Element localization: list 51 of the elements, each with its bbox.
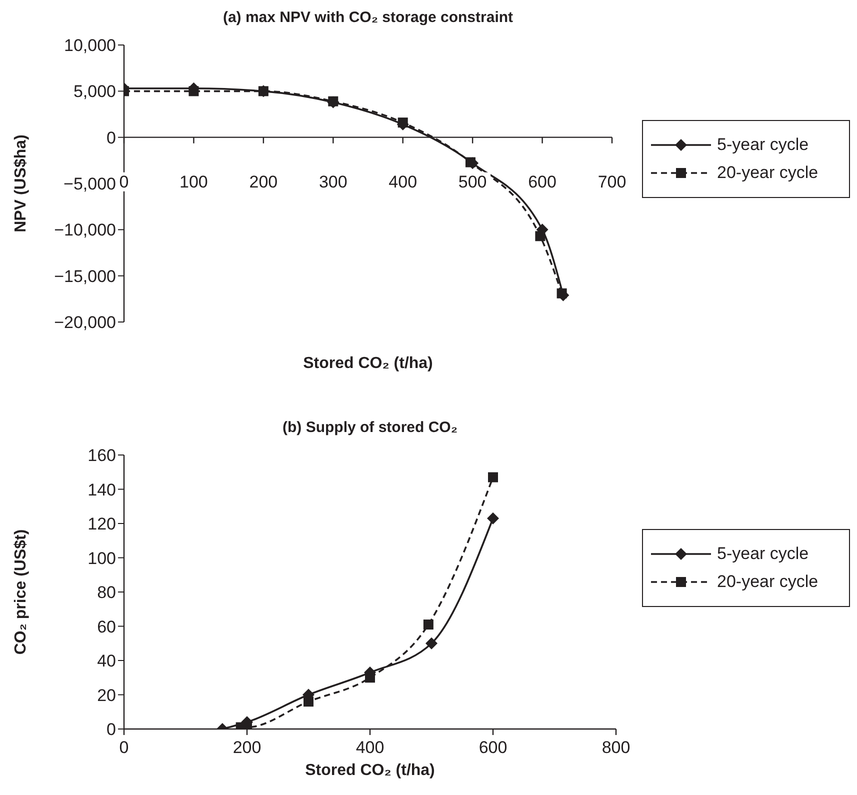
y-tick-label: 160 [88,446,116,466]
x-axis-title: Stored CO₂ (t/ha) [303,355,433,372]
y-tick-label: 5,000 [73,82,116,102]
x-tick-label: 400 [356,738,384,757]
y-tick-label: 80 [97,583,116,602]
point [535,231,546,242]
point [487,512,499,524]
y-tick-label: 60 [97,617,116,636]
point [304,696,314,707]
y-tick-label: 0 [106,720,116,740]
x-tick-label: 400 [388,172,418,192]
point [328,96,338,106]
point [465,157,476,168]
y-tick-label: −20,000 [54,313,116,332]
x-tick-label: 800 [602,738,630,757]
x-axis-title: Stored CO₂ (t/ha) [305,762,435,779]
x-tick-label: 0 [119,172,129,192]
x-tick-label: 300 [318,172,348,192]
point [488,472,498,482]
y-tick-label: 20 [97,686,116,705]
y-tick-label: −10,000 [54,220,116,240]
point [398,118,408,128]
y-tick-label: 120 [88,514,116,534]
x-tick-label: 600 [478,738,508,757]
legend-label: 20-year cycle [717,162,818,183]
x-tick-label: 100 [180,172,208,192]
x-tick-label: 500 [458,172,487,192]
y-tick-label: 100 [88,548,116,568]
chart-title: (a) max NPV with CO₂ storage constraint [222,9,514,26]
y-tick-label: 140 [88,480,116,500]
point [423,620,434,630]
x-tick-label: 200 [249,172,278,192]
y-tick-label: −15,000 [54,266,116,286]
chart-title: (b) Supply of stored CO₂ [282,419,458,436]
y-tick-label: 10,000 [64,36,116,56]
y-tick-label: 40 [97,652,116,671]
x-tick-label: 700 [598,172,626,192]
legend-label: 5-year cycle [717,544,809,564]
point [556,288,567,298]
point [188,86,199,96]
x-tick-label: 0 [119,738,129,757]
y-tick-label: −5,000 [64,174,116,194]
legend-label: 5-year cycle [717,134,809,155]
x-tick-label: 200 [232,738,262,757]
x-tick-label: 600 [528,172,556,192]
y-axis-title: CO₂ price (US$t) [12,529,30,655]
y-tick-label: 0 [106,128,116,148]
point [365,672,375,683]
legend-label: 20-year cycle [717,572,818,592]
y-axis-title: NPV (US$ha) [12,134,30,232]
point [426,637,438,650]
